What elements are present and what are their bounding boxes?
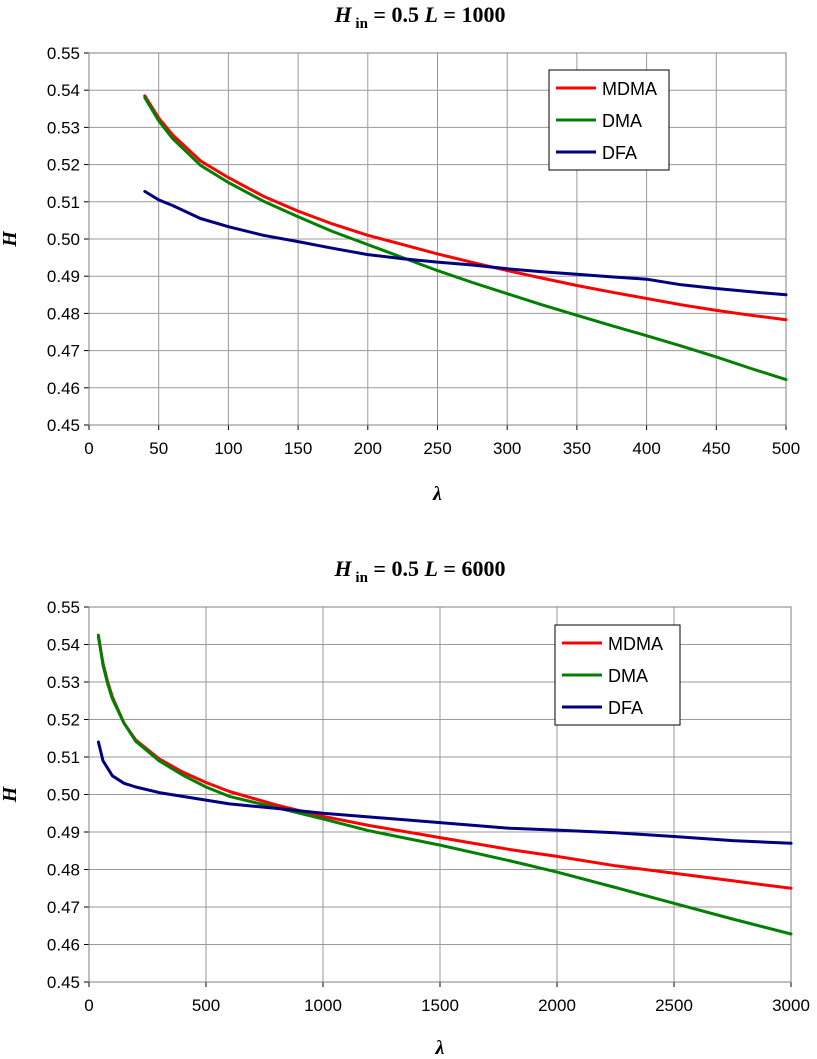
title-subscript: in [352, 16, 369, 32]
series-line-dfa [96, 740, 793, 845]
y-tick-label: 0.52 [47, 156, 80, 175]
series-line-dma [143, 96, 788, 382]
x-tick-label: 300 [493, 439, 521, 458]
y-tick-label: 0.55 [47, 598, 80, 617]
x-tick-label: 0 [84, 439, 93, 458]
y-tick-label: 0.46 [47, 936, 80, 955]
legend-label-dfa: DFA [608, 698, 643, 718]
y-tick-label: 0.53 [47, 673, 80, 692]
title-length: = 6000 [438, 556, 506, 581]
x-tick-label: 450 [702, 439, 730, 458]
y-tick-label: 0.47 [47, 342, 80, 361]
y-tick-label: 0.49 [47, 267, 80, 286]
series-line-mdma [143, 94, 788, 322]
chart-title: H in = 0.5 L = 6000 [334, 556, 506, 586]
title-length: = 1000 [438, 2, 506, 27]
y-tick-label: 0.54 [47, 636, 80, 655]
plot-border [88, 52, 787, 426]
title-subscript: in [352, 570, 369, 586]
x-tick-label: 2000 [538, 996, 576, 1015]
y-tick-label: 0.45 [47, 973, 80, 992]
x-tick-label: 1000 [304, 996, 342, 1015]
y-tick-label: 0.48 [47, 304, 80, 323]
y-tick-label: 0.50 [47, 230, 80, 249]
title-value: = 0.5 [368, 2, 425, 27]
x-tick-label: 150 [284, 439, 312, 458]
x-tick-label: 350 [563, 439, 591, 458]
legend-label-dfa: DFA [602, 143, 637, 163]
x-tick-label: 200 [354, 439, 382, 458]
x-tick-label: 50 [149, 439, 168, 458]
y-tick-label: 0.49 [47, 823, 80, 842]
x-tick-label: 500 [772, 439, 800, 458]
y-tick-label: 0.53 [47, 118, 80, 137]
legend-label-mdma: MDMA [602, 79, 657, 99]
x-tick-label: 500 [192, 996, 220, 1015]
y-tick-label: 0.45 [47, 416, 80, 435]
x-tick-label: 2500 [655, 996, 693, 1015]
x-axis-label: λ [435, 1037, 445, 1059]
series-line-dma [96, 633, 793, 936]
x-tick-label: 1500 [421, 996, 459, 1015]
x-tick-label: 0 [84, 996, 93, 1015]
chart-1: H in = 0.5 L = 1000 0 50 100 150 200 250 300 350… [0, 2, 800, 505]
title-l: L [423, 556, 437, 581]
y-tick-label: 0.55 [47, 44, 80, 63]
chart-2: H in = 0.5 L = 6000 0 500 1000 1500 2000 2500 3… [0, 556, 810, 1059]
series-line-dfa [143, 189, 788, 297]
y-tick-label: 0.51 [47, 193, 80, 212]
title-l: L [423, 2, 437, 27]
legend-label-mdma: MDMA [608, 634, 663, 654]
x-tick-label: 400 [632, 439, 660, 458]
y-tick-label: 0.54 [47, 81, 80, 100]
y-axis-label: H [0, 785, 21, 803]
x-tick-label: 250 [423, 439, 451, 458]
chart-title: H in = 0.5 L = 1000 [334, 2, 506, 32]
y-tick-label: 0.52 [47, 711, 80, 730]
x-tick-label: 100 [214, 439, 242, 458]
y-tick-label: 0.46 [47, 379, 80, 398]
x-tick-label: 3000 [772, 996, 810, 1015]
y-tick-label: 0.51 [47, 748, 80, 767]
plot-border [88, 606, 792, 983]
y-tick-label: 0.50 [47, 786, 80, 805]
y-tick-label: 0.48 [47, 861, 80, 880]
title-h: H [334, 556, 353, 581]
x-axis-label: λ [432, 483, 442, 505]
title-h: H [334, 2, 353, 27]
legend-label-dma: DMA [602, 111, 642, 131]
y-tick-label: 0.47 [47, 898, 80, 917]
title-value: = 0.5 [368, 556, 425, 581]
legend-label-dma: DMA [608, 666, 648, 686]
y-axis-label: H [0, 230, 21, 248]
